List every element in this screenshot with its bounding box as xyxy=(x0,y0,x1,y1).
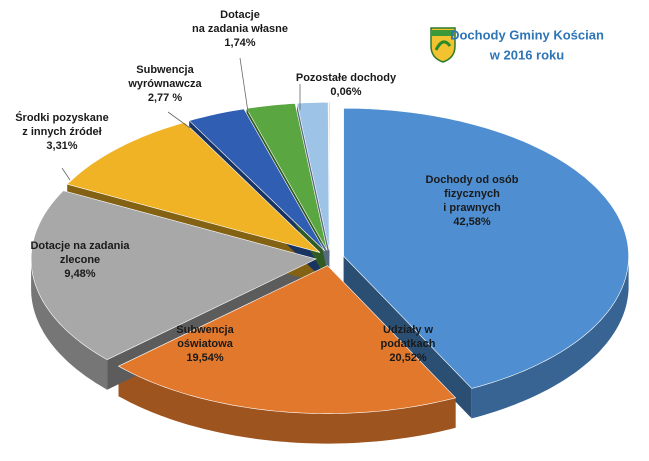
category-label: Dotacje xyxy=(220,9,260,21)
value-label: 20,52% xyxy=(389,352,427,364)
category-label: fizycznych xyxy=(444,188,500,200)
category-label: Udziały w xyxy=(383,324,434,336)
pie-slice xyxy=(188,108,325,252)
chart-title: Dochody Gminy Kościan xyxy=(450,27,604,42)
category-label: Subwencja xyxy=(176,324,234,336)
leader-line xyxy=(167,111,191,129)
value-label: 3,31% xyxy=(46,140,77,152)
pie-slice xyxy=(117,265,457,414)
category-label: Pozostałe dochody xyxy=(296,72,397,84)
category-label: z innych źródeł xyxy=(22,126,101,138)
leader-line xyxy=(61,167,71,181)
pie-slice xyxy=(66,122,321,253)
slice-rim xyxy=(471,256,629,419)
category-label: Środki pozyskane xyxy=(15,111,109,124)
category-label: podatkach xyxy=(380,338,435,350)
value-label: 42,58% xyxy=(453,216,491,228)
pie-slice xyxy=(246,103,328,251)
category-label: Dochody od osób xyxy=(426,174,519,186)
category-label: wyrównawcza xyxy=(127,78,202,90)
pie-tops xyxy=(30,102,629,414)
slice-side xyxy=(343,256,472,419)
pie-slice xyxy=(328,102,331,251)
leader-line xyxy=(239,57,249,113)
value-label: 19,54% xyxy=(186,352,224,364)
value-label: 1,74% xyxy=(224,37,255,49)
data-labels: Dochody od osób fizycznych i prawnych 42,58… xyxy=(15,9,518,364)
pie-slice xyxy=(343,107,629,389)
slice-rim xyxy=(118,366,456,444)
category-label: i prawnych xyxy=(443,202,501,214)
pie-slice xyxy=(296,102,330,251)
logo xyxy=(430,27,456,63)
chart-title: w 2016 roku xyxy=(489,47,564,62)
category-label: zlecone xyxy=(60,254,100,266)
value-label: 9,48% xyxy=(64,268,95,280)
slice-rim xyxy=(31,259,108,390)
category-label: oświatowa xyxy=(177,338,234,350)
value-label: 2,77 % xyxy=(148,92,182,104)
pie-slice xyxy=(30,190,317,361)
category-label: Dotacje na zadania xyxy=(30,240,130,252)
category-label: na zadania własne xyxy=(192,23,288,35)
value-label: 0,06% xyxy=(330,86,361,98)
category-label: Subwencja xyxy=(136,64,194,76)
